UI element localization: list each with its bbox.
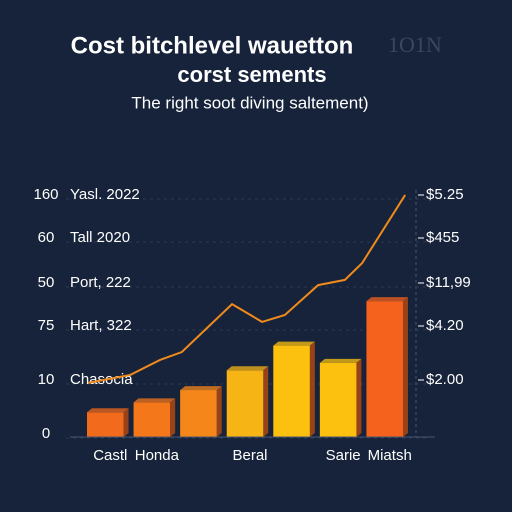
left-tick-label: 160 — [33, 186, 58, 203]
bar-side — [216, 386, 222, 437]
x-tick-label: Honda — [135, 447, 180, 464]
caption: The right soot diving saltement) — [131, 93, 368, 112]
x-tick-label: Castl — [93, 447, 127, 464]
left-tick-label: 75 — [38, 317, 55, 334]
bar-side — [123, 408, 129, 437]
bar — [133, 402, 171, 437]
left-row-label: Hart, 322 — [70, 317, 132, 334]
x-tick-label: Miatsh — [368, 447, 412, 464]
right-tick-label: $2.00 — [426, 371, 464, 388]
bar — [273, 345, 310, 437]
bar — [366, 301, 403, 437]
right-tick-label: $455 — [426, 229, 459, 246]
x-tick-label: Beral — [232, 447, 267, 464]
left-row-label: Port, 222 — [70, 274, 131, 291]
bar-top — [133, 398, 176, 403]
bar-top — [366, 297, 408, 302]
bar-top — [87, 408, 129, 413]
bar-side — [356, 358, 362, 437]
bar-top — [226, 366, 269, 371]
left-tick-label: 10 — [38, 371, 55, 388]
trend-line — [87, 194, 406, 384]
title-suffix: 1O1N — [388, 32, 442, 57]
left-tick-label: 50 — [38, 274, 55, 291]
bar — [319, 362, 357, 437]
bar — [87, 412, 124, 437]
bar-top — [319, 358, 362, 363]
left-row-label: Tall 2020 — [70, 229, 130, 246]
bar-side — [309, 341, 315, 437]
right-tick-label: $4.20 — [426, 317, 464, 334]
chart-title: Cost bitchlevel wauetton — [71, 32, 354, 59]
bar-top — [273, 341, 315, 346]
subtitle: corst sements — [177, 62, 326, 87]
left-tick-label: 0 — [42, 425, 50, 442]
bar — [226, 370, 264, 437]
x-tick-label: Sarie — [326, 447, 361, 464]
bar-side — [170, 398, 176, 437]
left-tick-label: 60 — [38, 229, 55, 246]
right-tick-label: $5.25 — [426, 186, 464, 203]
bar-side — [263, 366, 269, 437]
left-row-label: Yasl. 2022 — [70, 186, 140, 203]
bar-top — [180, 386, 222, 391]
right-tick-label: $11,99 — [426, 274, 471, 291]
bar — [180, 390, 217, 437]
bar-side — [403, 297, 408, 437]
